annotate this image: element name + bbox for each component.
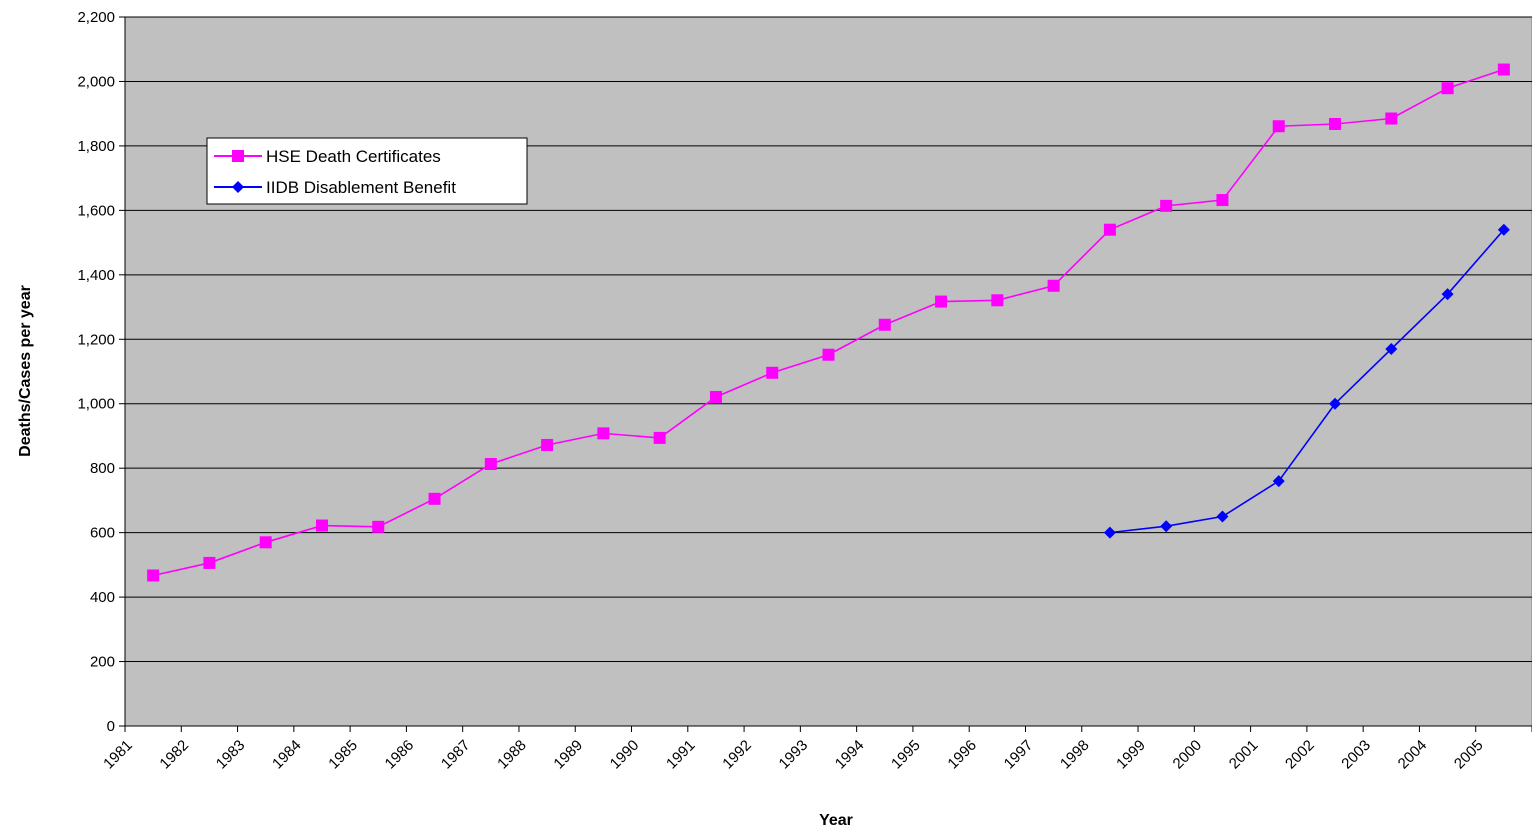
- axes: [124, 17, 1532, 727]
- x-axis-title: Year: [819, 812, 853, 829]
- data-point: [203, 556, 216, 569]
- data-point: [1441, 82, 1454, 95]
- series-layer: [147, 63, 1510, 582]
- data-point: [1047, 279, 1060, 292]
- data-point: [709, 390, 722, 403]
- x-tick-label: 1984: [269, 737, 305, 773]
- data-point: [878, 318, 891, 331]
- y-tick-label: 2,200: [77, 9, 115, 26]
- y-tick-label: 2,000: [77, 73, 115, 90]
- series-line: [1109, 229, 1505, 534]
- x-tick-label: 1982: [156, 737, 192, 773]
- x-tick-label: 1985: [325, 737, 361, 773]
- y-tick-label: 1,800: [77, 138, 115, 155]
- data-point: [372, 520, 385, 533]
- data-point: [1497, 223, 1510, 236]
- y-tick-label: 1,200: [77, 331, 115, 348]
- x-tick-label: 1988: [494, 737, 530, 773]
- data-point: [597, 427, 610, 440]
- legend-label-hse: HSE Death Certificates: [266, 147, 441, 166]
- data-point: [1216, 194, 1229, 207]
- x-tick-label: 1996: [944, 737, 980, 773]
- y-axis-title: Deaths/Cases per year: [17, 285, 34, 457]
- x-tick-label: 2001: [1226, 737, 1262, 773]
- x-tick-label: 1986: [382, 737, 418, 773]
- data-point: [991, 294, 1004, 307]
- x-tick-label: 2004: [1395, 737, 1431, 773]
- legend-marker-hse: [232, 150, 244, 162]
- x-tick-label: 1997: [1001, 737, 1037, 773]
- y-tick-label: 200: [90, 654, 115, 671]
- y-tick-label: 1,600: [77, 202, 115, 219]
- y-tick-label: 0: [107, 718, 115, 735]
- x-tick-label: 1983: [213, 737, 249, 773]
- data-point: [1160, 520, 1173, 533]
- data-point: [653, 431, 666, 444]
- y-tick-label: 800: [90, 460, 115, 477]
- data-point: [1385, 342, 1398, 355]
- data-point: [1160, 199, 1173, 212]
- data-point: [315, 519, 328, 532]
- x-tick-label: 2005: [1451, 737, 1487, 773]
- legend-label-iidb: IIDB Disablement Benefit: [266, 178, 456, 197]
- data-point: [822, 348, 835, 361]
- data-point: [935, 295, 948, 308]
- x-tick-label: 2003: [1338, 737, 1374, 773]
- legend-box: [206, 137, 528, 205]
- data-point: [1272, 475, 1285, 488]
- x-tick-label: 2002: [1282, 737, 1318, 773]
- y-axis-ticks: 0 200 400 600 800 1,000 1,200 1,400 1,600 1,800 2,…: [77, 9, 125, 735]
- legend-marker-iidb: [232, 181, 244, 193]
- x-tick-label: 1990: [607, 737, 643, 773]
- data-point: [1441, 288, 1454, 301]
- plot-area: [124, 16, 1532, 727]
- data-point: [1103, 223, 1116, 236]
- x-axis-ticks: 1981 1982 1983 1984 1985 1986 1987 1988 1989 1990…: [100, 726, 1532, 772]
- data-point: [541, 438, 554, 451]
- x-tick-label: 1994: [832, 737, 868, 773]
- data-point: [259, 536, 272, 549]
- x-tick-label: 2000: [1170, 737, 1206, 773]
- x-tick-label: 1999: [1113, 737, 1149, 773]
- x-tick-label: 1992: [719, 737, 755, 773]
- data-point: [484, 457, 497, 470]
- data-point: [766, 366, 779, 379]
- x-tick-label: 1989: [550, 737, 586, 773]
- data-point: [1385, 112, 1398, 125]
- data-point: [1216, 510, 1229, 523]
- x-tick-label: 1987: [438, 737, 474, 773]
- data-point: [1272, 120, 1285, 133]
- x-tick-label: 1993: [776, 737, 812, 773]
- x-tick-label: 1995: [888, 737, 924, 773]
- data-point: [147, 569, 160, 582]
- data-point: [1329, 117, 1342, 130]
- legend: HSE Death Certificates IIDB Disablement …: [206, 137, 528, 205]
- data-point: [428, 492, 441, 505]
- x-tick-label: 1998: [1057, 737, 1093, 773]
- data-point: [1497, 63, 1510, 76]
- data-point: [1103, 526, 1116, 539]
- data-point: [1329, 397, 1342, 410]
- y-tick-label: 600: [90, 525, 115, 542]
- y-tick-label: 1,000: [77, 396, 115, 413]
- x-tick-label: 1991: [663, 737, 699, 773]
- x-tick-label: 1981: [100, 737, 136, 773]
- y-tick-label: 400: [90, 589, 115, 606]
- grid-lines: [125, 16, 1532, 663]
- y-tick-label: 1,400: [77, 267, 115, 284]
